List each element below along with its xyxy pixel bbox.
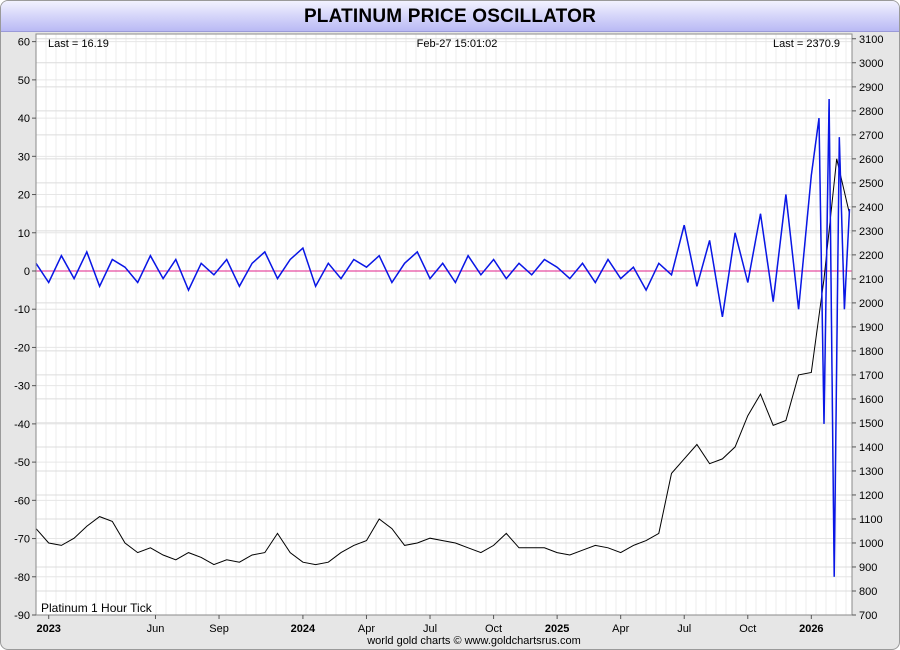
right-axis-tick-label: 1400 (859, 442, 883, 454)
x-axis-tick-label: 2025 (545, 623, 569, 635)
x-axis-tick-label: Oct (485, 623, 502, 635)
timestamp-label: Feb-27 15:01:02 (417, 38, 498, 50)
right-axis-tick-label: 700 (859, 610, 877, 622)
right-axis-tick-label: 2000 (859, 298, 883, 310)
left-axis-tick-label: -70 (14, 534, 30, 546)
left-axis-tick-label: -50 (14, 457, 30, 469)
right-axis-tick-label: 3100 (859, 34, 883, 46)
x-axis-tick-label: Jul (423, 623, 437, 635)
right-axis-tick-label: 1200 (859, 490, 883, 502)
right-axis-tick-label: 2800 (859, 106, 883, 118)
left-axis-tick-label: -30 (14, 381, 30, 393)
left-axis-tick-label: 0 (24, 266, 30, 278)
right-axis-tick-label: 1500 (859, 418, 883, 430)
x-axis-tick-label: 2026 (799, 623, 823, 635)
chart-title: PLATINUM PRICE OSCILLATOR (303, 6, 597, 27)
credit-label: world gold charts © www.goldchartsrus.co… (366, 635, 581, 647)
grid (36, 34, 852, 616)
x-axis-tick-label: Oct (739, 623, 756, 635)
right-axis-tick-label: 2600 (859, 154, 883, 166)
plot-area-border (35, 33, 853, 616)
left-axis-tick-label: -10 (14, 304, 30, 316)
right-axis-tick-label: 2500 (859, 178, 883, 190)
right-axis-tick-label: 1300 (859, 466, 883, 478)
left-axis-tick-label: -20 (14, 342, 30, 354)
price-line (35, 158, 850, 566)
right-axis-tick-label: 1000 (859, 538, 883, 550)
title-bar: PLATINUM PRICE OSCILLATOR (1, 1, 899, 32)
x-axis-tick-label: Jul (677, 623, 691, 635)
right-axis-tick-label: 2300 (859, 226, 883, 238)
right-axis-tick-label: 2400 (859, 202, 883, 214)
x-axis-tick-label: Jun (147, 623, 165, 635)
left-axis-tick-label: 30 (18, 151, 30, 163)
left-axis-tick-label: -90 (14, 610, 30, 622)
left-axis-tick-label: 20 (18, 190, 30, 202)
last-price-label: Last = 2370.9 (773, 38, 840, 50)
right-axis-tick-label: 1100 (859, 514, 883, 526)
right-axis-tick-label: 1800 (859, 346, 883, 358)
x-axis-tick-label: 2024 (291, 623, 316, 635)
left-axis-tick-label: 40 (18, 113, 30, 125)
right-axis-tick-label: 2900 (859, 82, 883, 94)
left-axis-tick-label: -40 (14, 419, 30, 431)
right-axis-tick-label: 1900 (859, 322, 883, 334)
oscillator-line (35, 98, 851, 577)
right-axis-tick-label: 2700 (859, 130, 883, 142)
right-axis-tick-label: 800 (859, 586, 877, 598)
x-axis-tick-label: Apr (612, 623, 629, 635)
x-axis-tick-label: Sep (209, 623, 229, 635)
left-axis-tick-label: 60 (18, 37, 30, 49)
right-axis-tick-label: 900 (859, 562, 877, 574)
series-layer (35, 98, 852, 577)
right-axis-tick-label: 2200 (859, 250, 883, 262)
left-axis-tick-label: 50 (18, 75, 30, 87)
series-label: Platinum 1 Hour Tick (41, 601, 153, 615)
right-axis-tick-label: 1600 (859, 394, 883, 406)
right-axis-tick-label: 2100 (859, 274, 883, 286)
plot-background (36, 34, 852, 615)
right-axis-tick-label: 1700 (859, 370, 883, 382)
axes: 60 50 40 30 20 10 0 -10 -20 -30 -40 -50 -60 -70 -80 -90… (14, 34, 883, 635)
x-axis-tick-label: Apr (358, 623, 375, 635)
left-axis-tick-label: -80 (14, 572, 30, 584)
left-axis-tick-label: -60 (14, 495, 30, 507)
x-axis-tick-label: 2023 (36, 623, 60, 635)
last-oscillator-label: Last = 16.19 (48, 38, 109, 50)
right-axis-tick-label: 3000 (859, 58, 883, 70)
left-axis-tick-label: 10 (18, 228, 30, 240)
